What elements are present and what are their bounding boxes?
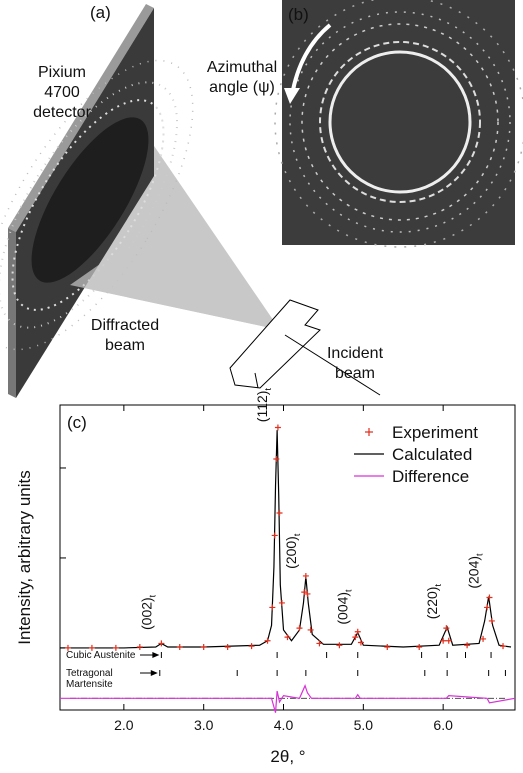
legend-label: Difference (392, 467, 469, 486)
diagram-label: beam (335, 365, 375, 382)
data-point (265, 638, 271, 644)
peak-index: (204) (466, 556, 482, 589)
data-point (269, 604, 275, 610)
data-point (355, 629, 361, 635)
data-point (249, 643, 255, 649)
peak-index: (004) (335, 592, 351, 625)
figure: (a) (b) Pixium 4700 detector Azimuthal angle… (0, 0, 523, 773)
x-tick-label: 5.0 (354, 717, 374, 733)
peak-index: (220) (424, 587, 440, 620)
data-point (486, 595, 492, 601)
legend-label: Calculated (392, 445, 472, 464)
diagram-label: detector (33, 104, 91, 121)
x-axis-label: 2θ, ° (270, 747, 305, 766)
data-point (489, 618, 495, 624)
data-point (296, 625, 302, 631)
legend-marker (365, 428, 373, 436)
data-point (158, 640, 164, 646)
data-point (308, 627, 314, 633)
peak-label: (220)t (424, 584, 443, 620)
peak-index: (002) (138, 597, 154, 630)
data-point (303, 573, 309, 579)
peak-phase: t (433, 584, 443, 587)
data-point (137, 644, 143, 650)
data-point (352, 634, 358, 640)
data-point (484, 604, 490, 610)
detector-side (8, 228, 16, 398)
reflection-arrowhead (152, 652, 159, 658)
peak-phase: t (292, 533, 302, 536)
x-tick-label: 3.0 (194, 717, 214, 733)
peak-index: (112) (254, 391, 270, 423)
data-point (336, 642, 342, 648)
diagram-label: Azimuthal (207, 59, 277, 76)
peak-phase: t (147, 594, 157, 597)
reflection-label: Martensite (66, 679, 113, 690)
peak-phase: t (475, 553, 485, 556)
data-point (279, 600, 285, 606)
diagram-label: beam (105, 337, 145, 354)
data-point (500, 643, 506, 649)
x-tick-label: 6.0 (433, 717, 453, 733)
data-line (60, 686, 515, 713)
peak-index: (200) (283, 536, 299, 569)
peak-label: (004)t (335, 589, 354, 625)
panel-label: (b) (288, 5, 309, 24)
peak-phase: t (263, 388, 273, 391)
peak-label: (200)t (283, 533, 302, 569)
data-point (275, 424, 281, 430)
y-axis-label: Intensity, arbitrary units (15, 470, 34, 644)
diagram-label: Pixium (38, 64, 86, 81)
data-point (440, 638, 446, 644)
peak-label: (002)t (138, 594, 157, 630)
data-point (272, 532, 278, 538)
diagram-label: Diffracted (91, 317, 159, 334)
data-point (416, 644, 422, 650)
reflection-label: Tetragonal (66, 668, 113, 679)
peak-phase: t (344, 589, 354, 592)
data-point (285, 634, 291, 640)
data-point (177, 644, 183, 650)
x-tick-label: 4.0 (274, 717, 294, 733)
panel-label: (a) (90, 3, 111, 22)
data-point (201, 644, 207, 650)
data-point (277, 510, 283, 516)
diagram-label: Incident (327, 345, 384, 362)
data-point (316, 640, 322, 646)
peak-label: (204)t (466, 553, 485, 589)
diagram-label: 4700 (44, 84, 80, 101)
diagram-label: angle (ψ) (209, 79, 275, 96)
data-point (384, 644, 390, 650)
x-tick-label: 2.0 (114, 717, 134, 733)
data-point (464, 642, 470, 648)
legend-label: Experiment (392, 423, 478, 442)
data-point (225, 644, 231, 650)
reflection-arrowhead (151, 670, 158, 676)
reflection-label: Cubic Austenite (66, 650, 136, 661)
panel-label: (c) (67, 413, 87, 432)
